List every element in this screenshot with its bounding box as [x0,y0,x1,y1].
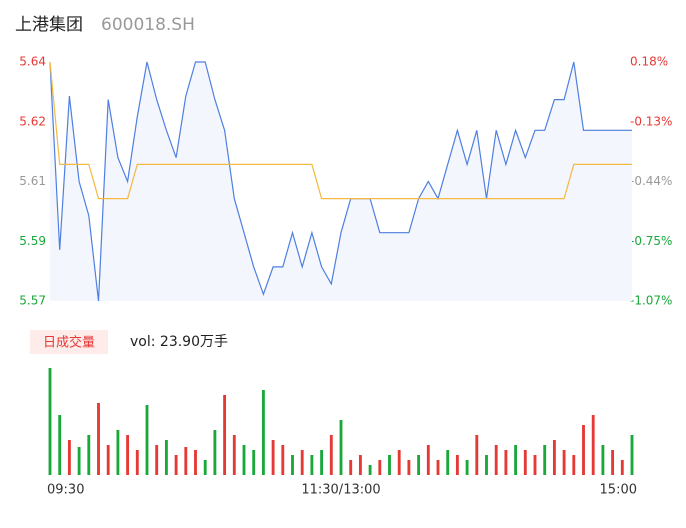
volume-bar [349,460,353,475]
stock-name: 上港集团 [15,15,83,35]
volume-bar [232,435,236,475]
volume-bar [164,440,168,475]
volume-bar [291,455,294,475]
y2-tick-label: 0.18% [630,55,668,69]
volume-bar [281,445,285,475]
y-tick-label: 5.59 [19,234,46,248]
volume-bar [67,440,71,475]
volume-bar [475,435,479,475]
volume-bar [504,450,508,475]
stock-code: 600018.SH [101,15,195,35]
volume-bar [320,450,324,475]
x-tick-label: 11:30/13:00 [301,483,380,498]
volume-bar [106,445,110,475]
y-tick-label: 5.61 [19,174,46,188]
y-tick-label: 5.64 [19,55,46,69]
volume-bar [213,430,217,475]
volume-bar [455,455,459,475]
volume-bar [194,450,197,475]
volume-bar [397,450,401,475]
volume-bar [630,435,634,475]
volume-bar [620,460,624,475]
volume-bar [329,435,333,475]
x-tick-label: 15:00 [600,483,637,498]
volume-bar [388,455,391,475]
volume-bar [87,435,91,475]
volume-bar [174,455,178,475]
volume-bar [601,445,605,475]
volume-bar [485,455,488,475]
volume-bar [252,450,256,475]
volume-bar [523,450,527,475]
volume-bar [378,460,382,475]
volume-bar [97,403,100,475]
volume-bar [135,450,139,475]
y-tick-label: 5.57 [19,294,46,308]
volume-bar [126,435,130,475]
volume-bar [533,455,537,475]
volume-bar [203,460,207,475]
average-line [49,61,632,200]
volume-bar [223,395,227,475]
volume-bar [543,445,547,475]
volume-total: vol: 23.90万手 [130,334,228,350]
volume-bar [358,455,362,475]
volume-bar [465,460,469,475]
volume-bar [514,445,518,475]
volume-bar [494,445,498,475]
price-area [50,62,632,301]
volume-bar [417,455,421,475]
volume-label: 日成交量 [43,335,95,351]
volume-bar [155,445,159,475]
volume-bar [426,445,430,475]
volume-bar [184,447,188,475]
volume-bar [242,445,246,475]
y2-tick-label: -1.07% [630,294,672,308]
volume-label-box [30,330,108,354]
volume-bar [591,415,595,475]
volume-bar [271,440,275,475]
y2-tick-label: -0.13% [630,114,672,128]
volume-bar [446,450,450,475]
volume-bar [145,405,149,475]
x-tick-label: 09:30 [47,483,84,498]
y2-tick-label: -0.75% [630,234,672,248]
volume-bar [552,440,556,475]
y2-tick-label: -0.44% [630,174,672,188]
volume-bar [407,460,411,475]
volume-bar [310,455,314,475]
volume-bar [368,465,372,475]
price-line [49,61,632,302]
volume-bar [582,425,585,475]
volume-bar [48,368,52,475]
volume-bar [58,415,62,475]
volume-bar [611,450,615,475]
volume-bar [261,390,265,475]
volume-bar [339,420,343,475]
volume-bar [436,460,440,475]
volume-bar [116,430,120,475]
volume-bar [562,450,566,475]
volume-bar [572,455,576,475]
volume-bar [300,450,304,475]
volume-bar [77,447,81,475]
y-tick-label: 5.62 [19,114,46,128]
